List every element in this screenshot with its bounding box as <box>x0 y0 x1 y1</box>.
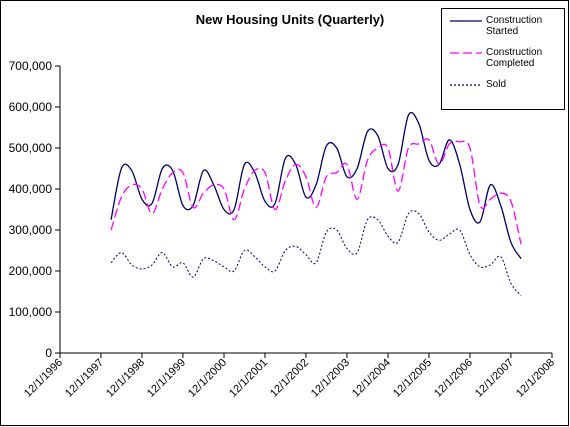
chart-title: New Housing Units (Quarterly) <box>196 12 385 27</box>
legend-swatch <box>450 20 482 22</box>
legend-item: Construction Completed <box>446 47 560 73</box>
y-tick-label: 500,000 <box>9 141 53 155</box>
legend-swatch <box>450 52 482 54</box>
legend-label: Construction Completed <box>486 47 543 69</box>
y-tick-label: 600,000 <box>9 100 53 114</box>
y-tick-label: 200,000 <box>9 264 53 278</box>
y-tick-label: 0 <box>45 346 52 360</box>
series-line <box>110 210 522 296</box>
legend-swatch <box>450 84 482 86</box>
legend-label: Construction Started <box>486 15 543 37</box>
legend-item: Sold <box>446 79 560 105</box>
y-tick-label: 400,000 <box>9 182 53 196</box>
legend-item: Construction Started <box>446 15 560 41</box>
series-line <box>110 138 522 245</box>
y-tick-label: 100,000 <box>9 305 53 319</box>
series-line <box>110 111 522 260</box>
legend-label: Sold <box>486 79 507 90</box>
legend: Construction Started Construction Complet… <box>441 8 565 110</box>
y-tick-label: 300,000 <box>9 223 53 237</box>
y-tick-label: 700,000 <box>9 59 53 73</box>
